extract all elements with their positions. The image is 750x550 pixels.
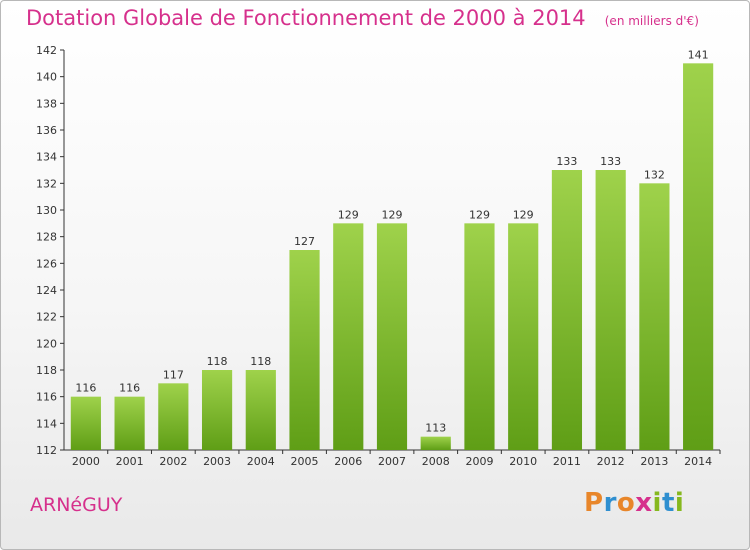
chart-value-labels: 116 116 117 118 118 127 129 129 113 129 129 133 133 1…: [75, 48, 708, 434]
bar-2008: [420, 436, 451, 450]
bar-2014: [683, 63, 714, 450]
chart-title: Dotation Globale de Fonctionnement de 20…: [26, 6, 586, 30]
value-label-2003: 118: [207, 355, 228, 368]
value-label-2012: 133: [600, 155, 621, 168]
x-tick-label: 2010: [509, 455, 537, 468]
y-tick-label: 138: [36, 97, 57, 110]
value-label-2007: 129: [382, 208, 403, 221]
y-tick-label: 122: [36, 311, 57, 324]
bar-2009: [464, 223, 495, 450]
logo-letter: x: [635, 488, 653, 518]
x-tick-label: 2014: [684, 455, 712, 468]
bar-2002: [158, 383, 189, 450]
value-label-2008: 113: [425, 422, 446, 435]
y-tick-label: 132: [36, 177, 57, 190]
x-tick-label: 2006: [334, 455, 362, 468]
value-label-2001: 116: [119, 382, 140, 395]
logo-letter: i: [652, 488, 662, 518]
bar-2005: [289, 250, 320, 450]
bar-2001: [114, 396, 145, 450]
bar-2006: [333, 223, 364, 450]
bar-2000: [70, 396, 101, 450]
y-tick-label: 118: [36, 364, 57, 377]
x-tick-label: 2003: [203, 455, 231, 468]
bar-2013: [639, 183, 670, 451]
y-tick-label: 142: [36, 44, 57, 57]
y-tick-label: 140: [36, 71, 57, 84]
y-tick-label: 128: [36, 231, 57, 244]
x-tick-label: 2005: [291, 455, 319, 468]
value-label-2011: 133: [556, 155, 577, 168]
y-tick-label: 136: [36, 124, 57, 137]
x-tick-label: 2001: [116, 455, 144, 468]
value-label-2004: 118: [250, 355, 271, 368]
logo-letter: P: [584, 488, 604, 518]
y-tick-label: 134: [36, 151, 57, 164]
value-label-2009: 129: [469, 208, 490, 221]
x-tick-label: 2000: [72, 455, 100, 468]
chart-bars: [70, 63, 714, 451]
bar-2003: [201, 370, 233, 450]
value-label-2002: 117: [163, 368, 184, 381]
y-tick-label: 124: [36, 284, 57, 297]
x-tick-label: 2012: [597, 455, 625, 468]
y-tick-label: 126: [36, 257, 57, 270]
value-label-2005: 127: [294, 235, 315, 248]
y-tick-label: 120: [36, 337, 57, 350]
x-tick-label: 2004: [247, 455, 275, 468]
x-tick-label: 2007: [378, 455, 406, 468]
y-tick-label: 116: [36, 391, 57, 404]
bar-2007: [376, 223, 408, 450]
chart-unit: (en milliers d'€): [604, 14, 699, 28]
y-tick-label: 112: [36, 444, 57, 457]
bar-2010: [508, 223, 539, 450]
x-tick-label: 2013: [640, 455, 668, 468]
value-label-2010: 129: [513, 208, 534, 221]
proxiti-logo[interactable]: Proxiti: [584, 488, 684, 518]
value-label-2014: 141: [688, 48, 709, 61]
x-tick-label: 2002: [159, 455, 187, 468]
chart-header: Dotation Globale de Fonctionnement de 20…: [26, 6, 699, 30]
value-label-2006: 129: [338, 208, 359, 221]
bar-2012: [595, 170, 626, 450]
x-tick-label: 2011: [553, 455, 581, 468]
x-tick-label: 2008: [422, 455, 450, 468]
logo-letter: i: [674, 488, 685, 518]
y-tick-label: 114: [36, 417, 57, 430]
bar-2004: [245, 370, 276, 450]
value-label-2013: 132: [644, 168, 665, 181]
logo-letter: t: [661, 488, 675, 518]
logo-letter: o: [616, 488, 636, 518]
x-tick-label: 2009: [465, 455, 493, 468]
value-label-2000: 116: [75, 382, 96, 395]
commune-name: ARNéGUY: [30, 494, 123, 516]
y-tick-label: 130: [36, 204, 57, 217]
bar-2011: [551, 170, 583, 450]
logo-letter: r: [603, 488, 617, 518]
